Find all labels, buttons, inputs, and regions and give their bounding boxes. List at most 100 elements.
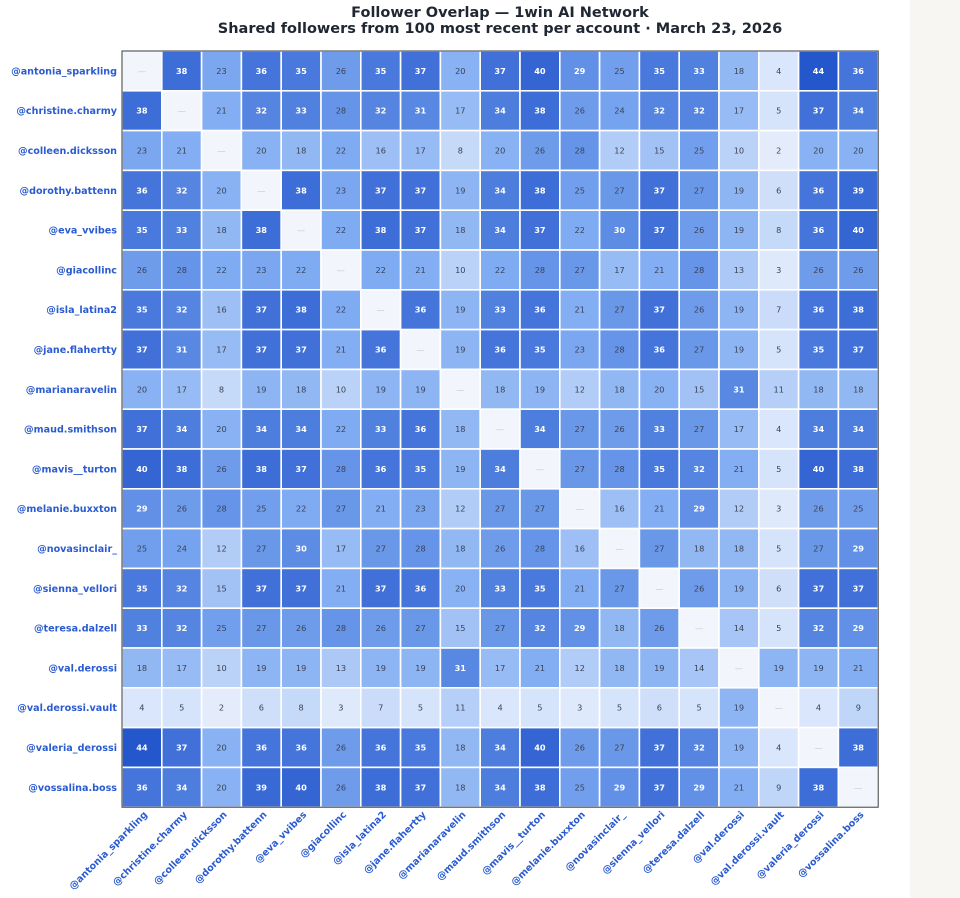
cell-value-label: 38 — [813, 782, 825, 792]
heatmap-cell — [718, 288, 760, 331]
cell-value-label: 33 — [295, 106, 307, 116]
cell-value-label: 22 — [336, 146, 346, 156]
heatmap-cell — [757, 766, 800, 809]
heatmap-cell — [638, 288, 681, 331]
cell-value-label: 34 — [295, 424, 307, 434]
heatmap-cell — [519, 368, 561, 410]
cell-value-label: 29 — [574, 66, 586, 76]
cell-value-label: 20 — [216, 185, 226, 195]
cell-value-label: 40 — [295, 782, 307, 792]
cell-value-label: 27 — [694, 424, 704, 434]
heatmap-cell — [558, 249, 601, 291]
heatmap-cell — [638, 766, 681, 809]
cell-value-label: 3 — [776, 504, 781, 514]
cell-value-label: 15 — [455, 623, 465, 633]
cell-value-label: 25 — [137, 544, 147, 554]
cell-value-label: 16 — [574, 544, 584, 554]
heatmap-cell — [797, 50, 840, 92]
cell-value-label: 12 — [574, 663, 584, 673]
cell-value-label: 19 — [256, 663, 266, 673]
cell-value-label: 20 — [216, 424, 226, 434]
cell-value-label: 21 — [176, 146, 186, 156]
heatmap-cell — [519, 328, 561, 371]
chart-title: Follower Overlap — 1win AI Network — [351, 5, 649, 21]
heatmap-cell — [797, 209, 840, 251]
cell-value-label: 28 — [216, 504, 226, 514]
cell-value-label: 36 — [375, 345, 387, 355]
cell-value-label: 18 — [495, 384, 505, 394]
x-tick-label: @colleen.dicksson — [152, 809, 230, 887]
cell-value-label: 17 — [176, 663, 186, 673]
heatmap-cell — [280, 487, 322, 530]
cell-value-label: 27 — [813, 544, 823, 554]
cell-value-label: 35 — [813, 345, 825, 355]
cell-value-label: 5 — [776, 464, 781, 474]
cell-value-label: 35 — [654, 66, 666, 76]
heatmap-cell — [837, 448, 880, 490]
heatmap-cell — [837, 686, 880, 729]
heatmap-cell — [638, 209, 681, 251]
cell-value-label: 25 — [216, 623, 226, 633]
heatmap-cell — [439, 686, 481, 729]
cell-value-label: 20 — [455, 583, 465, 593]
heatmap-cell — [598, 607, 641, 649]
cell-value-label: 34 — [534, 424, 546, 434]
cell-value-label: 27 — [495, 504, 505, 514]
cell-value-label: 37 — [256, 583, 268, 593]
cell-value-label: 36 — [813, 305, 825, 315]
cell-value-label: 37 — [415, 66, 427, 76]
x-tick-label: @christine.charmy — [111, 809, 190, 888]
cell-value-label: 26 — [694, 225, 704, 235]
heatmap-cell — [399, 368, 442, 410]
cell-value-label: 16 — [216, 305, 226, 315]
cell-value-label: 22 — [336, 225, 346, 235]
cell-value-label: 33 — [136, 623, 148, 633]
heatmap-cell — [161, 209, 203, 251]
cell-value-label: 18 — [455, 743, 465, 753]
cell-value-label: 12 — [455, 504, 465, 514]
x-tick-label: @dorothy.battenn — [193, 809, 270, 886]
cell-value-label: 21 — [216, 106, 226, 116]
cell-value-label: 27 — [574, 464, 584, 474]
cell-value-label: 23 — [216, 66, 226, 76]
cell-value-label: 29 — [853, 544, 865, 554]
cell-value-label: 27 — [574, 265, 584, 275]
cell-value-label: 5 — [696, 703, 701, 713]
cell-value-label: 38 — [853, 743, 865, 753]
cell-value-label: 19 — [455, 345, 465, 355]
heatmap-cell — [678, 527, 720, 570]
cell-value-label: 27 — [614, 743, 624, 753]
heatmap-cell — [598, 527, 641, 570]
cell-value-label: — — [138, 66, 146, 76]
heatmap-cell — [558, 527, 601, 570]
cell-value-label: 32 — [256, 106, 267, 116]
cell-value-label: 22 — [495, 265, 505, 275]
heatmap-cell — [678, 448, 720, 490]
heatmap-cell — [757, 249, 800, 291]
cell-value-label: 36 — [375, 464, 387, 474]
cell-value-label: 20 — [813, 146, 823, 156]
cell-value-label: 29 — [853, 623, 865, 633]
cell-value-label: 18 — [694, 544, 704, 554]
cell-value-label: 4 — [776, 66, 781, 76]
heatmap-cell — [280, 288, 322, 331]
cell-value-label: 26 — [495, 544, 505, 554]
cell-value-label: 37 — [654, 743, 666, 753]
cell-value-label: 37 — [654, 185, 666, 195]
cell-value-label: 21 — [734, 464, 744, 474]
cell-value-label: 26 — [813, 504, 823, 514]
x-tick-label: @valeria_derossi — [755, 810, 827, 882]
cell-value-label: 19 — [813, 663, 823, 673]
cell-value-label: 38 — [375, 782, 387, 792]
y-tick-label: @jane.flahertty — [34, 345, 118, 356]
heatmap-cell — [161, 647, 203, 689]
heatmap-cell — [320, 686, 362, 729]
cell-value-label: 33 — [494, 583, 506, 593]
heatmap-cell — [320, 169, 362, 211]
cell-value-label: 20 — [455, 66, 465, 76]
heatmap-cell — [837, 50, 880, 92]
cell-value-label: 18 — [614, 663, 624, 673]
cell-value-label: 32 — [693, 464, 704, 474]
cell-value-label: 36 — [136, 782, 148, 792]
cell-value-label: 35 — [534, 345, 546, 355]
